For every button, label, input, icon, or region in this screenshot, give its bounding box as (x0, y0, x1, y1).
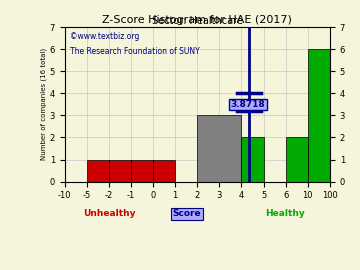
Text: ©www.textbiz.org: ©www.textbiz.org (70, 32, 139, 41)
Bar (87, 160, 175, 182)
Title: Z-Score Histogram for HAE (2017): Z-Score Histogram for HAE (2017) (102, 15, 292, 25)
Text: Sector: Healthcare: Sector: Healthcare (152, 16, 243, 26)
Bar (308, 49, 330, 182)
Bar (242, 137, 264, 182)
Y-axis label: Number of companies (16 total): Number of companies (16 total) (40, 48, 47, 160)
Text: Healthy: Healthy (265, 209, 305, 218)
Bar (286, 137, 308, 182)
Text: The Research Foundation of SUNY: The Research Foundation of SUNY (70, 47, 200, 56)
Bar (197, 115, 242, 182)
Text: Score: Score (172, 209, 201, 218)
Text: 3.8718: 3.8718 (231, 100, 265, 109)
Text: Unhealthy: Unhealthy (84, 209, 136, 218)
